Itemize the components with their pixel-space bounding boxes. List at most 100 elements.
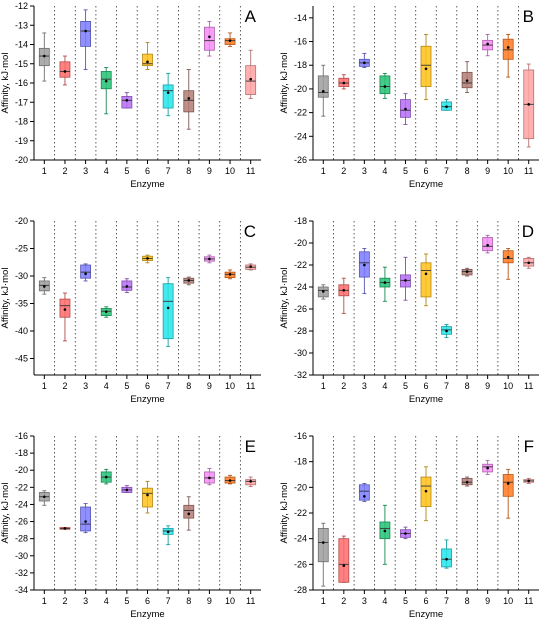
box-enzyme-9 <box>204 468 215 486</box>
box-enzyme-9 <box>204 254 215 264</box>
x-tick-label: 5 <box>403 166 408 176</box>
mean-marker <box>445 557 448 561</box>
mean-marker <box>527 261 531 265</box>
x-tick-label: 8 <box>465 166 470 176</box>
y-tick-label: -22 <box>294 508 307 518</box>
x-tick-label: 9 <box>207 596 212 606</box>
mean-marker <box>486 42 489 46</box>
x-tick-label: 11 <box>246 596 255 606</box>
mean-marker <box>208 476 211 480</box>
box-enzyme-3 <box>358 248 370 295</box>
panel-D: -32 -30 -28 -26 -24 -22 -20 -18 1 2 3 4 5 6 7 8 9 10 11 Enz… <box>279 216 539 405</box>
mean-marker <box>63 70 67 73</box>
iqr-box <box>142 53 153 67</box>
y-tick-label: -30 <box>294 348 307 358</box>
mean-marker <box>146 60 149 64</box>
iqr-box <box>80 506 91 532</box>
x-axis-title: Enzyme <box>409 394 443 405</box>
y-tick-label: -20 <box>15 155 28 165</box>
y-tick-label: -20 <box>294 84 307 94</box>
y-axis-title: Affinity, kJ·mol <box>279 483 290 544</box>
box-enzyme-7 <box>162 525 174 546</box>
iqr-box <box>379 75 391 95</box>
y-tick-label: -24 <box>294 131 307 141</box>
iqr-box <box>358 484 370 501</box>
box-enzyme-6 <box>420 253 432 307</box>
box-enzyme-3 <box>358 483 370 502</box>
x-tick-label: 2 <box>62 596 67 606</box>
y-tick-label: -22 <box>294 260 307 270</box>
mean-marker <box>342 289 346 292</box>
x-tick-label: 9 <box>207 166 212 176</box>
box-enzyme-8 <box>461 61 473 93</box>
y-tick-label: -20 <box>294 482 307 492</box>
y-tick-label: -26 <box>294 304 307 314</box>
box-enzyme-3 <box>80 9 91 70</box>
x-tick-label: 5 <box>403 381 408 391</box>
box-enzyme-8 <box>183 496 195 531</box>
box-enzyme-10 <box>502 468 514 519</box>
x-axis-title: Enzyme <box>409 609 443 620</box>
iqr-box <box>183 90 195 113</box>
box-enzyme-8 <box>461 476 473 487</box>
mean-marker <box>363 61 366 65</box>
mean-marker <box>228 39 232 42</box>
x-tick-label: 3 <box>362 166 367 176</box>
box-enzyme-1 <box>317 284 329 300</box>
x-axis-title: Enzyme <box>409 179 443 190</box>
mean-marker <box>249 480 252 483</box>
y-tick-label: -18 <box>294 457 307 467</box>
iqr-box <box>121 96 133 109</box>
x-tick-label: 5 <box>124 596 129 606</box>
mean-marker <box>404 279 407 282</box>
box-enzyme-5 <box>400 93 411 125</box>
x-tick-label: 4 <box>104 596 109 606</box>
box-enzyme-5 <box>121 92 133 109</box>
x-tick-label: 2 <box>62 381 67 391</box>
y-tick-label: -26 <box>294 559 307 569</box>
mean-marker <box>208 257 211 261</box>
y-tick-label: -28 <box>294 326 307 336</box>
mean-marker <box>187 512 191 516</box>
x-tick-label: 4 <box>382 596 387 606</box>
y-tick-label: -20 <box>15 216 28 226</box>
box-enzyme-1 <box>38 277 50 295</box>
y-tick-label: -14 <box>294 13 307 23</box>
y-tick-label: -17 <box>15 97 28 107</box>
box-enzyme-10 <box>502 33 514 78</box>
mean-marker <box>104 310 108 314</box>
box-enzyme-6 <box>142 42 153 70</box>
mean-marker <box>424 489 428 493</box>
y-tick-label: -26 <box>15 517 28 527</box>
box-enzyme-1 <box>38 32 50 82</box>
panel-B: -26 -24 -22 -20 -18 -16 -14 1 2 3 4 5 6 7 8 9 10 11 Enzyme… <box>279 6 539 190</box>
x-tick-label: 11 <box>524 596 533 606</box>
panel-C: -45 -40 -35 -30 -25 -20 1 2 3 4 5 6 7 8 9 10 11 Enzyme Aff… <box>0 216 261 405</box>
box-enzyme-2 <box>338 74 350 90</box>
x-tick-label: 2 <box>341 381 346 391</box>
y-tick-label: -25 <box>15 244 28 254</box>
x-axis-title: Enzyme <box>130 394 164 405</box>
mean-marker <box>104 79 108 83</box>
y-tick-label: -35 <box>15 299 28 309</box>
x-tick-label: 2 <box>62 166 67 176</box>
box-enzyme-4 <box>100 468 112 485</box>
y-tick-label: -22 <box>15 482 28 492</box>
x-tick-label: 1 <box>321 381 326 391</box>
mean-marker <box>249 265 252 268</box>
y-tick-label: -32 <box>15 568 28 578</box>
box-enzyme-10 <box>224 32 236 47</box>
mean-marker <box>63 527 67 530</box>
box-enzyme-2 <box>59 527 71 530</box>
x-tick-label: 5 <box>124 166 129 176</box>
mean-marker <box>465 79 469 82</box>
x-tick-label: 3 <box>83 166 88 176</box>
x-axis-title: Enzyme <box>130 179 164 190</box>
iqr-box <box>420 262 432 298</box>
box-enzyme-4 <box>100 67 112 115</box>
mean-marker <box>166 91 170 94</box>
box-enzyme-2 <box>338 535 350 583</box>
y-tick-label: -15 <box>15 59 28 69</box>
panel-letter: D <box>522 222 534 241</box>
